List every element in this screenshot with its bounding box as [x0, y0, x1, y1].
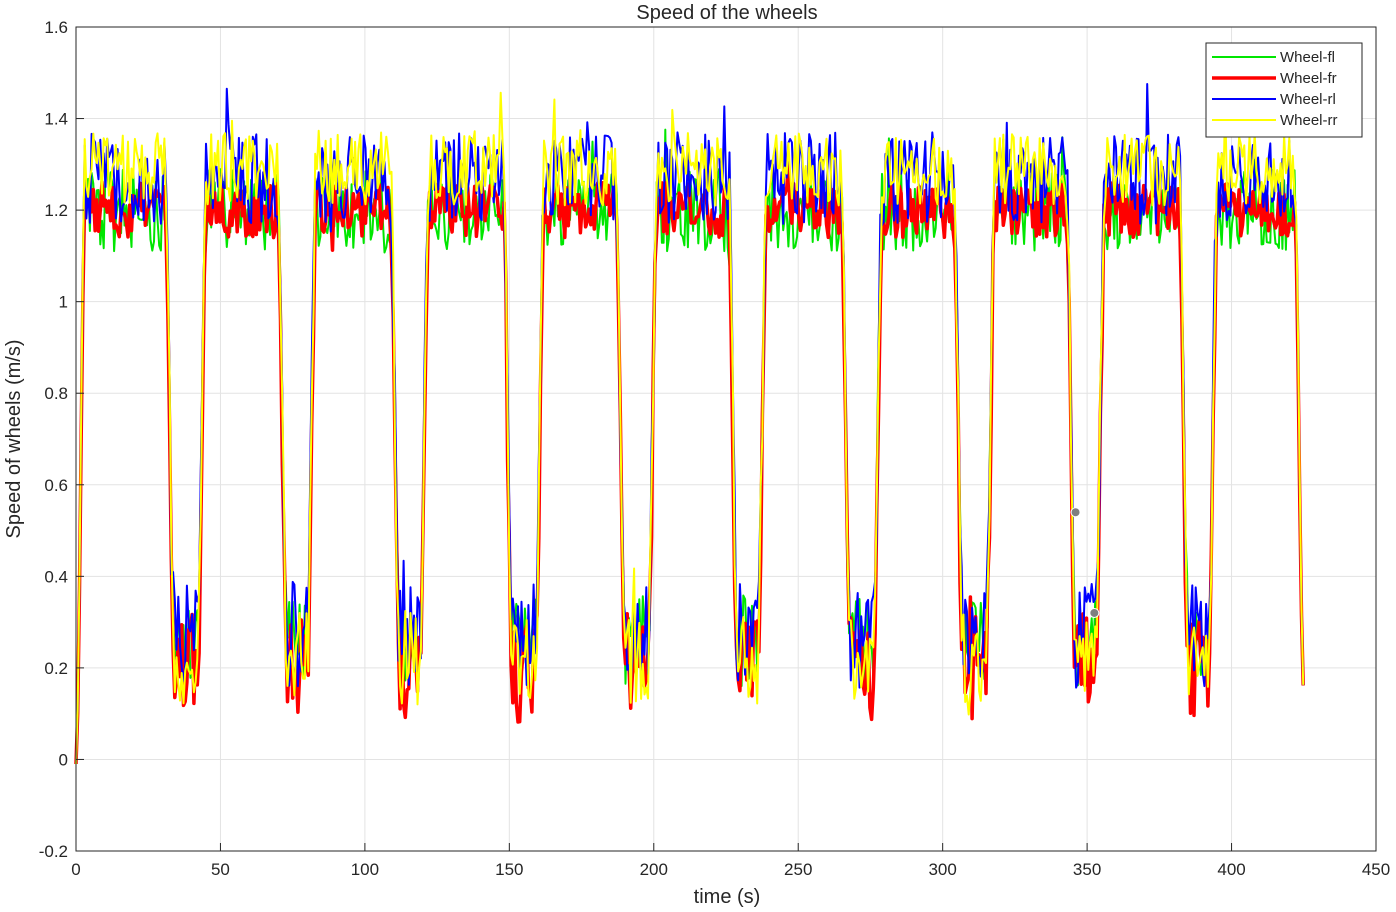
- legend-label: Wheel-fr: [1280, 70, 1337, 87]
- x-axis-title: time (s): [694, 886, 761, 908]
- x-tick-label: 200: [640, 860, 668, 879]
- y-tick-label: 0: [59, 750, 68, 769]
- data-marker-layer: [1070, 507, 1100, 618]
- y-tick-label: -0.2: [39, 842, 68, 861]
- x-tick-label: 150: [495, 860, 523, 879]
- legend-box: [1205, 42, 1363, 138]
- plot-frame: [75, 26, 1377, 852]
- y-tick-label: 0.4: [44, 567, 68, 586]
- legend-label: Wheel-rr: [1280, 112, 1338, 129]
- legend-label: Wheel-rl: [1280, 91, 1336, 108]
- legend[interactable]: Wheel-fl Wheel-fr Wheel-rl Wheel-rr: [1205, 42, 1363, 138]
- x-tick-label: 300: [928, 860, 956, 879]
- y-tick-label: 0.2: [44, 659, 68, 678]
- y-tick-label: 1.2: [44, 201, 68, 220]
- chart-title: Speed of the wheels: [636, 2, 817, 24]
- x-tick-label: 0: [71, 860, 80, 879]
- series-line-wheel-rr: [75, 91, 1305, 765]
- x-tick-label: 400: [1217, 860, 1245, 879]
- y-tick-label: 0.8: [44, 384, 68, 403]
- y-tick-label: 1: [59, 293, 68, 312]
- y-axis-title: Speed of wheels (m/s): [3, 340, 25, 539]
- x-tick-label: 450: [1362, 860, 1390, 879]
- x-tick-label: 100: [351, 860, 379, 879]
- legend-label: Wheel-fl: [1280, 49, 1335, 66]
- data-tip-marker[interactable]: [1070, 507, 1081, 518]
- x-tick-label: 50: [211, 860, 230, 879]
- y-tick-label: 1.6: [44, 18, 68, 37]
- data-tip-marker[interactable]: [1089, 607, 1100, 618]
- x-tick-label: 350: [1073, 860, 1101, 879]
- x-tick-label: 250: [784, 860, 812, 879]
- axis-ticks: 0 50 100 150 200 250 300 350 400 450-0.200.20.40.…: [39, 18, 1390, 879]
- series-layer: [74, 83, 1305, 765]
- y-tick-label: 0.6: [44, 476, 68, 495]
- y-tick-label: 1.4: [44, 110, 68, 129]
